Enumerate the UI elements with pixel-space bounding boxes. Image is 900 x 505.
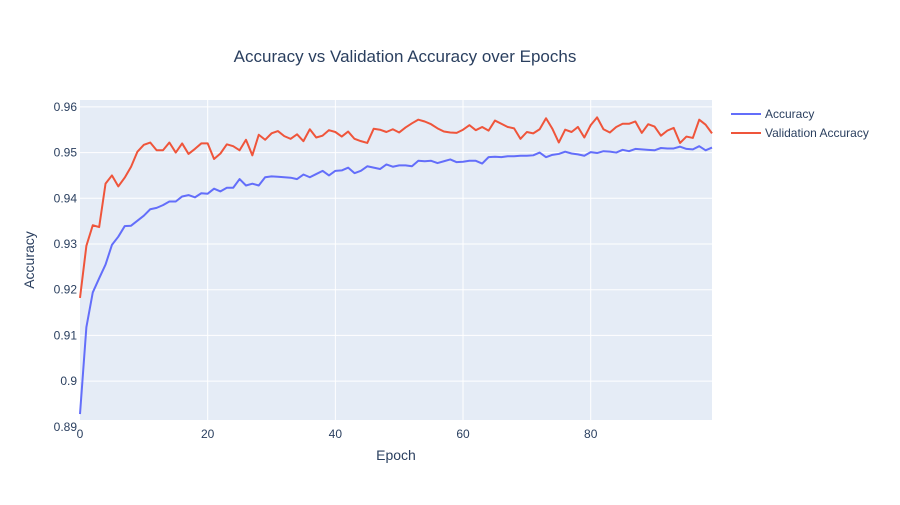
y-tick-label: 0.91 bbox=[54, 328, 78, 342]
x-tick-label: 20 bbox=[201, 427, 215, 441]
y-tick-label: 0.94 bbox=[54, 191, 78, 205]
grid-lines bbox=[80, 100, 712, 428]
series-line-validation-accuracy bbox=[79, 116, 713, 299]
y-tick-label: 0.93 bbox=[54, 237, 78, 251]
chart-title: Accuracy vs Validation Accuracy over Epo… bbox=[234, 47, 577, 66]
legend-label: Accuracy bbox=[765, 107, 814, 121]
legend-item-accuracy[interactable]: Accuracy bbox=[731, 107, 814, 121]
y-tick-label: 0.95 bbox=[54, 146, 78, 160]
y-axis-title: Accuracy bbox=[21, 231, 37, 289]
x-tick-label: 80 bbox=[584, 427, 598, 441]
x-tick-label: 60 bbox=[456, 427, 470, 441]
legend-label: Validation Accuracy bbox=[765, 126, 869, 140]
series-line-accuracy bbox=[79, 145, 713, 415]
y-tick-label: 0.9 bbox=[60, 374, 77, 388]
legend-item-validation-accuracy[interactable]: Validation Accuracy bbox=[731, 126, 869, 140]
y-tick-label: 0.92 bbox=[54, 283, 78, 297]
x-tick-label: 40 bbox=[329, 427, 343, 441]
y-tick-label: 0.89 bbox=[54, 420, 78, 434]
plot-area bbox=[80, 100, 712, 420]
x-tick-label: 0 bbox=[77, 427, 84, 441]
x-axis-title: Epoch bbox=[376, 447, 416, 463]
y-tick-label: 0.96 bbox=[54, 100, 78, 114]
legend[interactable]: Accuracy Validation Accuracy bbox=[731, 107, 869, 140]
tick-labels: 0.89 0.9 0.91 0.92 0.93 0.94 0.95 0.96 0 20 40 60 80 bbox=[54, 100, 598, 441]
series-lines bbox=[79, 116, 713, 415]
